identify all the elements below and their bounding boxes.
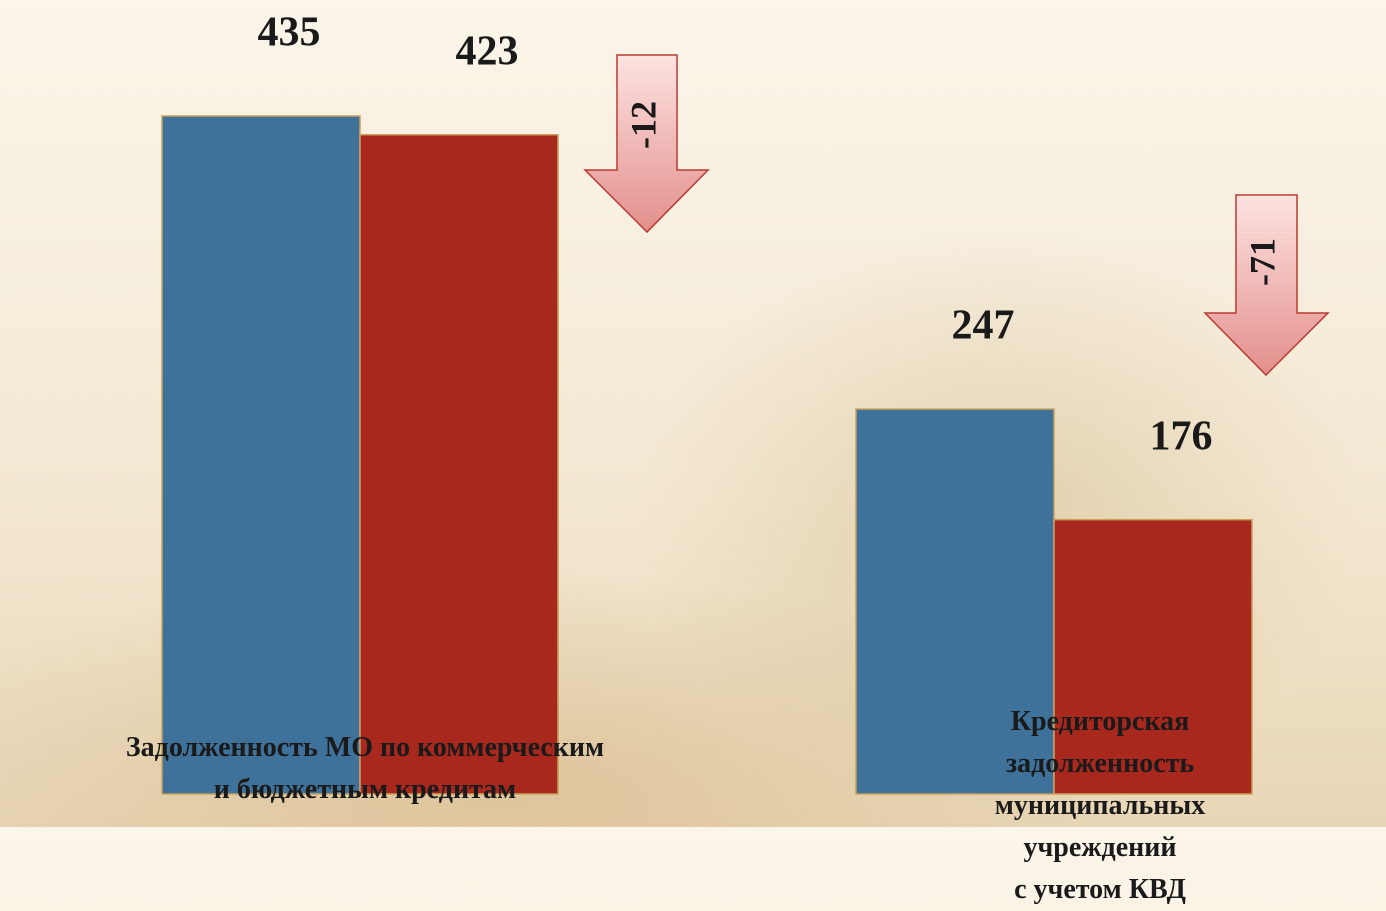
bar [162,116,360,794]
bar [360,135,558,794]
value-label: 247 [952,303,1015,349]
change-label: -71 [1242,238,1282,286]
category-label: Кредиторская задолженность муниципальных… [957,701,1243,911]
value-label: 176 [1150,413,1213,459]
value-label: 423 [456,28,519,74]
change-label: -12 [623,101,663,149]
page: -12 -71 435247423176 (() => { const data… [0,0,1386,827]
category-label: Задолженность МО по коммерческим и бюдже… [126,727,604,811]
value-label: 435 [258,10,321,56]
